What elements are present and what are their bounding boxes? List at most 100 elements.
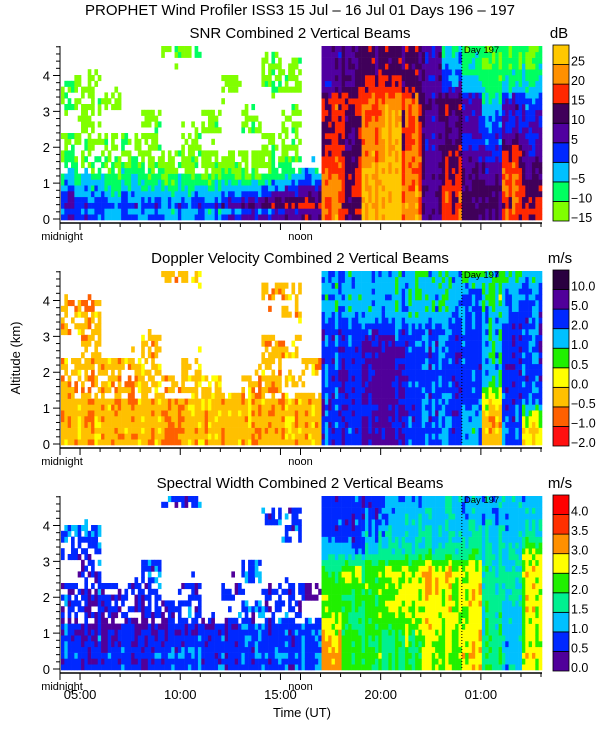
heatmap-cell	[114, 173, 119, 180]
heatmap-cell	[408, 69, 413, 76]
heatmap-cell	[521, 179, 526, 186]
heatmap-cell	[107, 439, 112, 446]
heatmap-cell	[84, 104, 89, 111]
heatmap-cell	[351, 416, 356, 423]
heatmap-cell	[84, 340, 89, 347]
heatmap-cell	[425, 75, 429, 82]
heatmap-cell	[408, 92, 413, 99]
heatmap-cell	[164, 421, 169, 428]
heatmap-cell	[398, 133, 403, 140]
heatmap-cell	[364, 369, 369, 376]
heatmap-cell	[197, 271, 202, 278]
heatmap-cell	[67, 300, 72, 307]
heatmap-cell	[364, 375, 369, 382]
heatmap-cell	[288, 69, 292, 76]
heatmap-cell	[344, 387, 349, 394]
heatmap-cell	[71, 167, 75, 174]
heatmap-cell	[344, 109, 349, 116]
heatmap-cell	[371, 121, 376, 128]
heatmap-cell	[354, 381, 359, 388]
heatmap-cell	[505, 98, 509, 105]
heatmap-cell	[81, 196, 85, 203]
heatmap-cell	[378, 404, 382, 411]
heatmap-cell	[364, 276, 369, 283]
heatmap-cell	[117, 98, 122, 105]
heatmap-cell	[538, 109, 543, 116]
heatmap-cell	[274, 404, 279, 411]
heatmap-cell	[461, 179, 466, 186]
heatmap-cell	[488, 138, 493, 145]
heatmap-cell	[204, 196, 209, 203]
heatmap-cell	[395, 57, 399, 64]
heatmap-cell	[465, 115, 469, 122]
heatmap-cell	[238, 191, 242, 198]
heatmap-cell	[161, 150, 165, 157]
heatmap-cell	[435, 51, 439, 58]
heatmap-cell	[431, 173, 436, 180]
heatmap-cell	[401, 162, 406, 169]
heatmap-cell	[117, 156, 122, 163]
heatmap-cell	[351, 162, 356, 169]
doppler-heatmap	[61, 271, 543, 446]
heatmap-cell	[341, 369, 346, 376]
heatmap-cell	[274, 63, 279, 70]
heatmap-cell	[87, 416, 92, 423]
heatmap-cell	[528, 46, 533, 53]
heatmap-cell	[94, 300, 99, 307]
heatmap-cell	[391, 369, 396, 376]
heatmap-cell	[131, 162, 135, 169]
heatmap-cell	[174, 276, 179, 283]
heatmap-cell	[298, 196, 302, 203]
heatmap-cell	[481, 127, 486, 134]
heatmap-cell	[448, 109, 453, 116]
heatmap-cell	[111, 421, 115, 428]
heatmap-cell	[421, 162, 426, 169]
heatmap-cell	[271, 288, 276, 295]
heatmap-cell	[445, 127, 449, 134]
heatmap-cell	[334, 92, 339, 99]
heatmap-cell	[378, 271, 382, 278]
heatmap-cell	[284, 86, 289, 93]
heatmap-cell	[368, 133, 372, 140]
heatmap-cell	[154, 352, 159, 359]
heatmap-cell	[508, 150, 513, 157]
heatmap-cell	[211, 404, 215, 411]
heatmap-cell	[535, 46, 539, 53]
figure-title: PROPHET Wind Profiler ISS3 15 Jul – 16 J…	[85, 2, 515, 19]
heatmap-cell	[358, 421, 362, 428]
heatmap-cell	[238, 214, 242, 221]
heatmap-cell	[351, 75, 356, 82]
heatmap-cell	[391, 57, 396, 64]
heatmap-cell	[101, 173, 105, 180]
heatmap-cell	[488, 75, 493, 82]
heatmap-cell	[284, 173, 289, 180]
heatmap-cell	[251, 410, 256, 417]
heatmap-cell	[344, 369, 349, 376]
heatmap-cell	[415, 185, 419, 192]
heatmap-cell	[64, 433, 68, 440]
heatmap-cell	[321, 179, 326, 186]
heatmap-cell	[431, 138, 436, 145]
heatmap-cell	[241, 375, 246, 382]
heatmap-cell	[191, 398, 195, 405]
heatmap-cell	[368, 334, 372, 341]
heatmap-cell	[334, 421, 339, 428]
heatmap-cell	[508, 156, 513, 163]
heatmap-cell	[445, 162, 449, 169]
heatmap-cell	[124, 173, 129, 180]
heatmap-cell	[217, 214, 222, 221]
heatmap-cell	[84, 427, 89, 434]
heatmap-cell	[385, 352, 389, 359]
heatmap-cell	[171, 381, 175, 388]
heatmap-cell	[525, 69, 529, 76]
heatmap-cell	[197, 404, 202, 411]
heatmap-cell	[334, 150, 339, 157]
heatmap-cell	[395, 323, 399, 330]
heatmap-cell	[321, 63, 326, 70]
heatmap-cell	[261, 352, 266, 359]
heatmap-cell	[401, 92, 406, 99]
heatmap-cell	[167, 387, 172, 394]
heatmap-cell	[468, 115, 473, 122]
heatmap-cell	[291, 427, 296, 434]
heatmap-cell	[481, 185, 486, 192]
